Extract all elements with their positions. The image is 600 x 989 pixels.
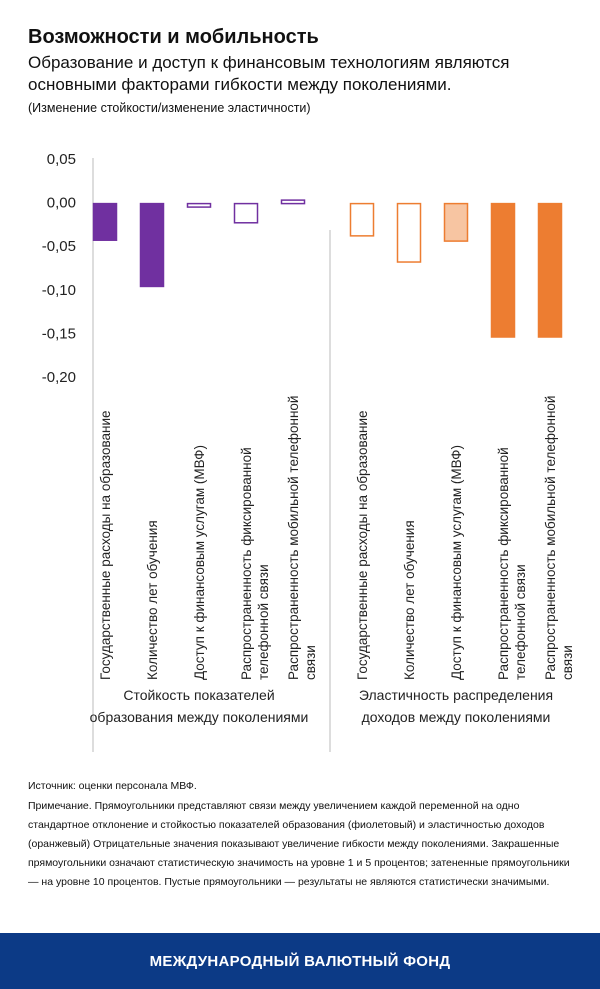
y-tick-label: -0,10 — [42, 282, 76, 299]
x-tick-label: Доступ к финансовым услугам (МВФ) — [449, 445, 464, 680]
x-tick-label: Государственные расходы на образование — [98, 410, 113, 681]
x-tick-label: Количество лет обучения — [145, 520, 160, 680]
bar — [92, 202, 118, 241]
x-tick-label: Распространенность мобильной телефонной … — [543, 395, 575, 680]
y-tick-label: -0,20 — [42, 369, 76, 386]
x-tick-label: Количество лет обучения — [402, 520, 417, 680]
bar — [537, 202, 563, 338]
bar — [396, 202, 422, 263]
bar — [349, 202, 375, 237]
y-tick-label: 0,00 — [47, 195, 76, 212]
bar — [139, 202, 165, 288]
subtitle: Образование и доступ к финансовым технол… — [28, 53, 510, 94]
y-axis-label: (Изменение стойкости/изменение эластично… — [28, 101, 311, 115]
bar — [490, 202, 516, 338]
footer: МЕЖДУНАРОДНЫЙ ВАЛЮТНЫЙ ФОНД — [0, 933, 600, 989]
y-tick-label: 0,05 — [47, 151, 76, 168]
y-tick-label: -0,05 — [42, 238, 76, 255]
note: Примечание. Прямоугольники представляют … — [28, 800, 570, 888]
title: Возможности и мобильность — [28, 26, 319, 48]
x-tick-label: Доступ к финансовым услугам (МВФ) — [192, 445, 207, 680]
source: Источник: оценки персонала МВФ. — [28, 780, 197, 792]
bar — [186, 202, 212, 208]
x-tick-label: Распространенность фиксированной телефон… — [496, 447, 528, 680]
bar — [233, 202, 259, 224]
x-tick-label: Распространенность фиксированной телефон… — [239, 447, 271, 680]
x-tick-label: Распространенность мобильной телефонной … — [286, 395, 318, 680]
group-label: Эластичность распределения доходов между… — [358, 687, 554, 725]
bar — [280, 199, 306, 205]
bar — [443, 202, 469, 242]
group-label: Стойкость показателей образования между … — [89, 687, 309, 725]
y-tick-label: -0,15 — [42, 325, 76, 342]
x-tick-label: Государственные расходы на образование — [355, 410, 370, 681]
